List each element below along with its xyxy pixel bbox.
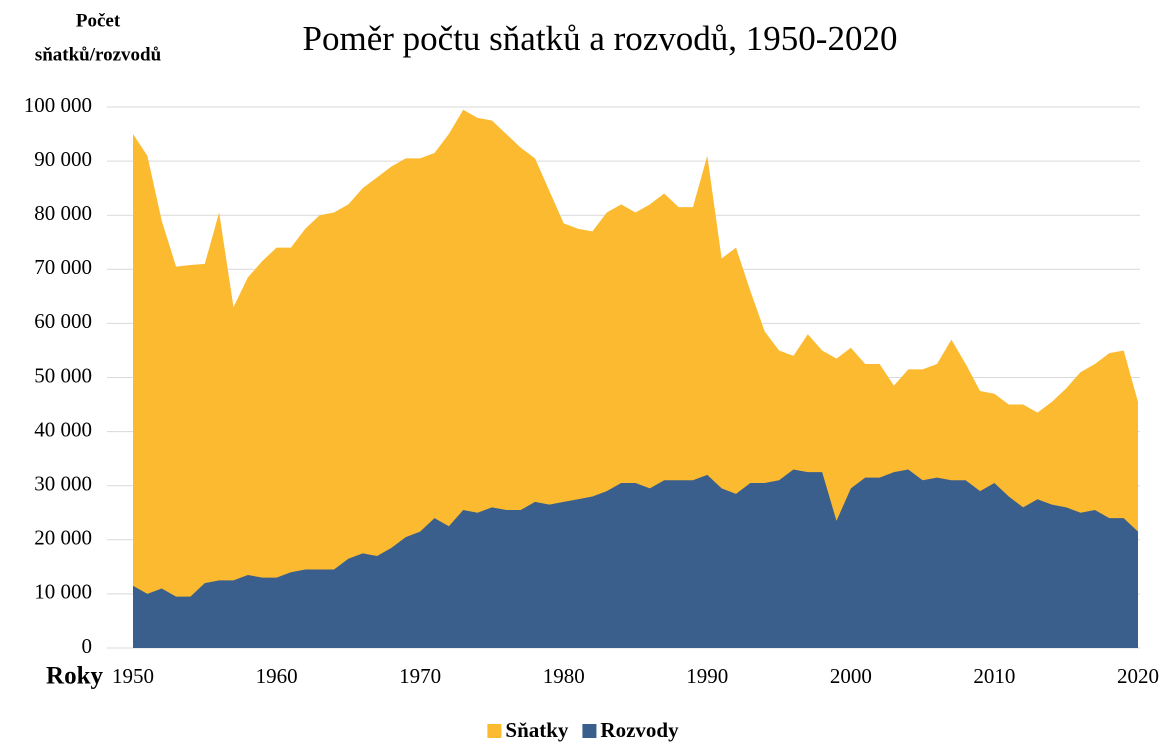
y-axis-label: sňatků/rozvodů (35, 44, 162, 65)
area (133, 469, 1138, 648)
ticks: 0 10 000 20 000 30 000 40 000 50 000 60 000 70 … (24, 93, 1159, 688)
legend-swatch (582, 724, 597, 738)
y-tick-label: 30 000 (34, 472, 92, 496)
x-tick-label: 1960 (256, 664, 298, 688)
y-tick-label: 40 000 (34, 417, 92, 441)
y-tick-label: 60 000 (34, 309, 92, 333)
x-axis-label: Roky (46, 663, 103, 690)
x-tick-label: 1970 (399, 664, 441, 688)
y-tick-label: 90 000 (34, 147, 92, 171)
y-tick-label: 20 000 (34, 526, 92, 550)
y-axis-label: Počet (76, 10, 121, 31)
y-tick-label: 10 000 (34, 580, 92, 604)
x-tick-label: 1990 (686, 664, 728, 688)
legend: Sňatky Rozvody (487, 718, 679, 742)
y-tick-label: 70 000 (34, 255, 92, 279)
y-tick-label: 100 000 (24, 93, 92, 117)
areas (133, 109, 1138, 648)
x-tick-label: 1980 (543, 664, 585, 688)
x-tick-label: 1950 (112, 664, 154, 688)
x-tick-label: 2020 (1117, 664, 1159, 688)
y-tick-label: 0 (82, 634, 93, 658)
y-tick-label: 50 000 (34, 363, 92, 387)
x-tick-label: 2000 (830, 664, 872, 688)
legend-swatch (487, 724, 502, 738)
legend-label: Sňatky (505, 718, 569, 742)
chart-title: Poměr počtu sňatků a rozvodů, 1950-2020 (303, 19, 898, 58)
x-tick-label: 2010 (973, 664, 1015, 688)
y-tick-label: 80 000 (34, 201, 92, 225)
legend-label: Rozvody (600, 718, 679, 742)
